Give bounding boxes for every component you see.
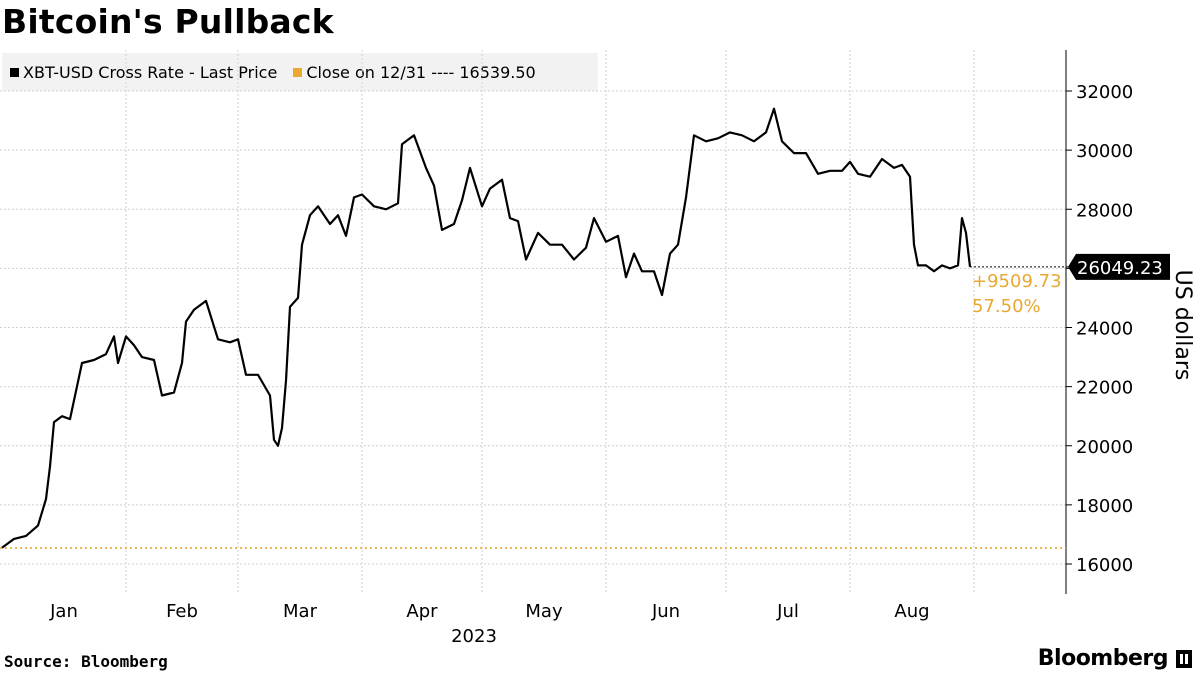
legend-ref-label: Close on 12/31 ---- 16539.50 bbox=[306, 62, 536, 82]
y-axis-ticks: 1600018000200002200024000260002800030000… bbox=[1066, 82, 1133, 576]
y-tick-label: 18000 bbox=[1076, 496, 1133, 517]
y-tick-label: 30000 bbox=[1076, 141, 1133, 162]
x-tick-label: Jan bbox=[49, 601, 78, 622]
last-value-tag-box bbox=[1068, 253, 1170, 280]
legend-ref-item: Close on 12/31 ---- 16539.50 bbox=[293, 62, 536, 82]
legend-series-item: XBT-USD Cross Rate - Last Price bbox=[10, 63, 277, 82]
y-tick-label: 22000 bbox=[1076, 378, 1133, 399]
last-value-tag: 26049.23 bbox=[1068, 253, 1170, 280]
last-value-tag-text: 26049.23 bbox=[1077, 258, 1163, 279]
legend: XBT-USD Cross Rate - Last Price Close on… bbox=[2, 53, 598, 91]
x-tick-label: Aug bbox=[894, 601, 929, 622]
x-tick-label: May bbox=[525, 601, 563, 622]
y-tick-label: 28000 bbox=[1076, 200, 1133, 221]
change-label: +9509.73 bbox=[972, 271, 1062, 292]
grid-lines bbox=[0, 90, 1066, 565]
x-axis-ticks: Jan Feb Mar Apr May Jun Jul Aug bbox=[49, 601, 929, 622]
bloomberg-logo-text: Bloomberg bbox=[1037, 646, 1169, 671]
y-tick-label: 24000 bbox=[1076, 319, 1133, 340]
x-tick-label: Jun bbox=[651, 601, 680, 622]
y-tick-label: 16000 bbox=[1076, 555, 1133, 576]
y-tick-label: 20000 bbox=[1076, 437, 1133, 458]
x-tick-label: Feb bbox=[166, 601, 198, 622]
chart-title: Bitcoin's Pullback bbox=[2, 2, 334, 41]
source-note: Source: Bloomberg bbox=[4, 652, 168, 671]
x-tick-label: Apr bbox=[406, 601, 438, 622]
legend-ref-swatch bbox=[293, 67, 303, 77]
x-axis-year-label: 2023 bbox=[451, 626, 497, 647]
legend-series-swatch bbox=[10, 67, 19, 77]
y-tick-label: 32000 bbox=[1076, 82, 1133, 103]
x-tick-label: Mar bbox=[283, 601, 318, 622]
bloomberg-mark-icon bbox=[1176, 650, 1192, 668]
legend-series-label: XBT-USD Cross Rate - Last Price bbox=[23, 62, 278, 82]
x-tick-label: Jul bbox=[776, 601, 799, 622]
change-pct-label: 57.50% bbox=[972, 296, 1041, 317]
series-line-xbt-usd bbox=[1, 107, 972, 549]
x-grid-lines bbox=[125, 50, 975, 594]
y-axis-label: US dollars bbox=[1170, 270, 1195, 381]
